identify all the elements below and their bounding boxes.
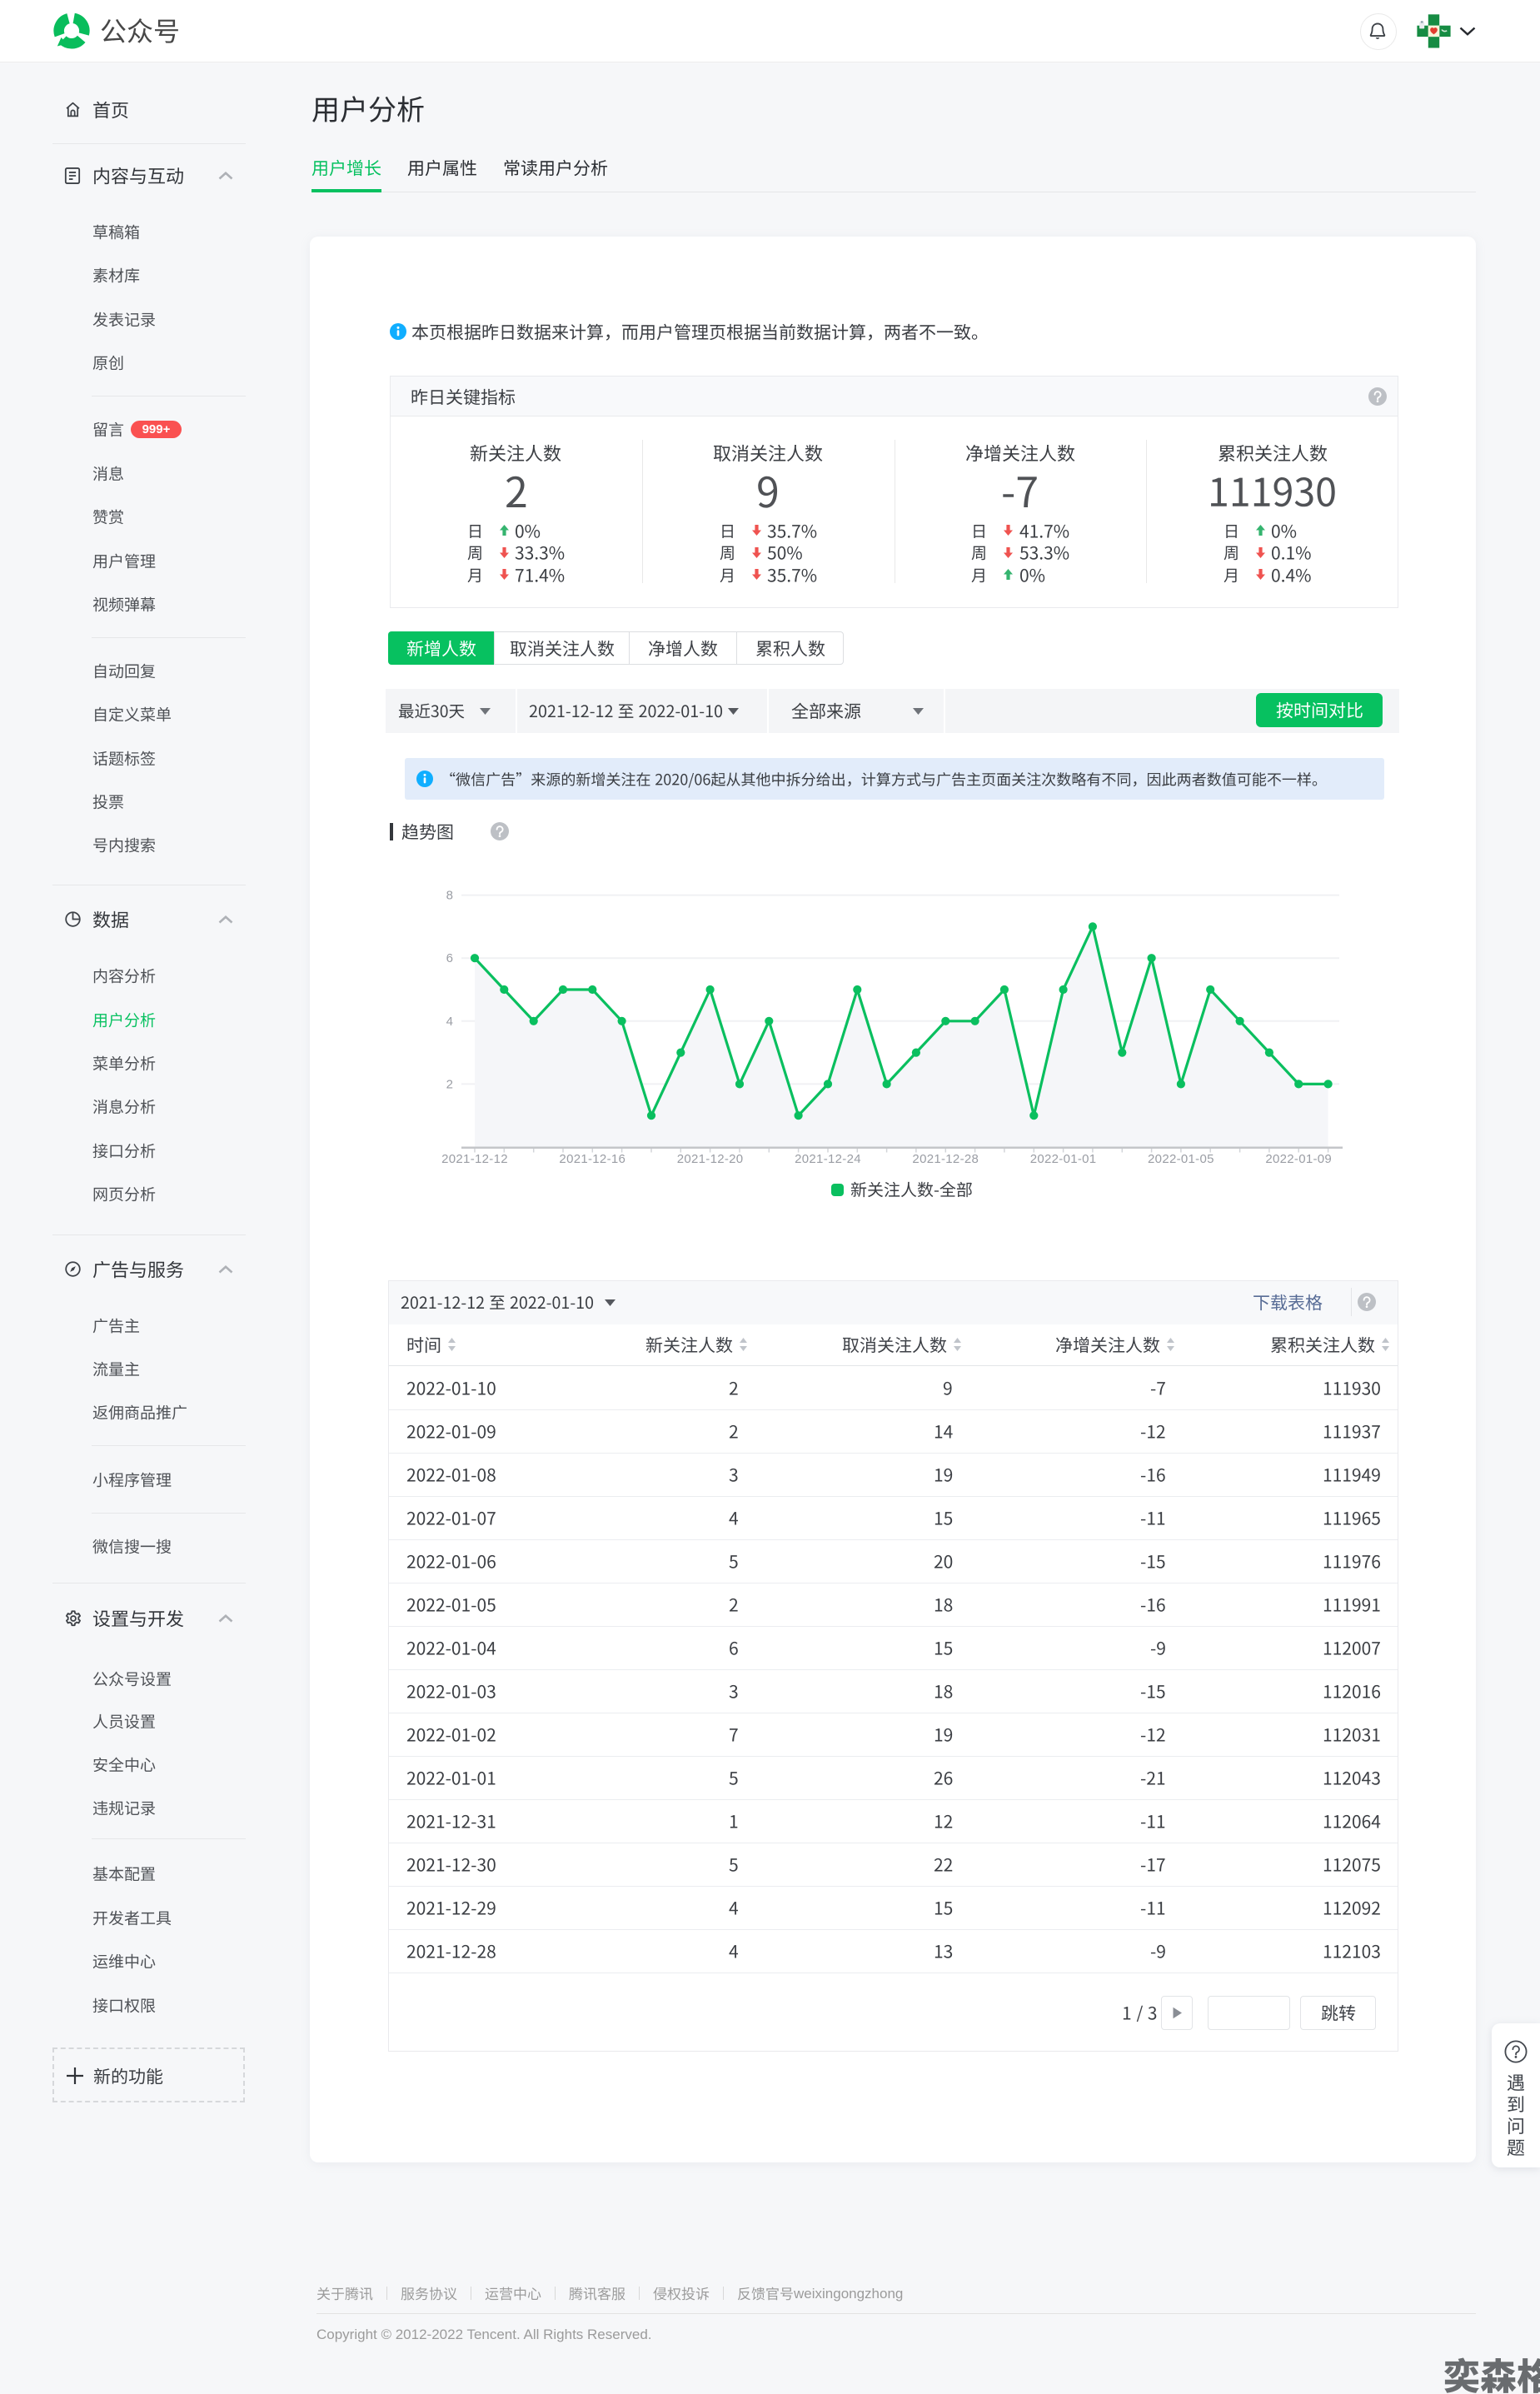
svg-text:4: 4: [446, 1015, 453, 1029]
svg-text:2021-12-20: 2021-12-20: [677, 1152, 744, 1166]
svg-text:2021-12-12: 2021-12-12: [441, 1152, 508, 1166]
svg-text:6: 6: [446, 951, 453, 965]
svg-text:2021-12-16: 2021-12-16: [559, 1152, 625, 1166]
svg-text:2022-01-09: 2022-01-09: [1265, 1152, 1332, 1166]
svg-text:2021-12-24: 2021-12-24: [795, 1152, 861, 1166]
svg-text:8: 8: [446, 889, 453, 903]
svg-text:2: 2: [446, 1077, 453, 1091]
svg-text:2022-01-05: 2022-01-05: [1148, 1152, 1214, 1166]
svg-text:2021-12-28: 2021-12-28: [912, 1152, 979, 1166]
svg-text:2022-01-01: 2022-01-01: [1030, 1152, 1097, 1166]
